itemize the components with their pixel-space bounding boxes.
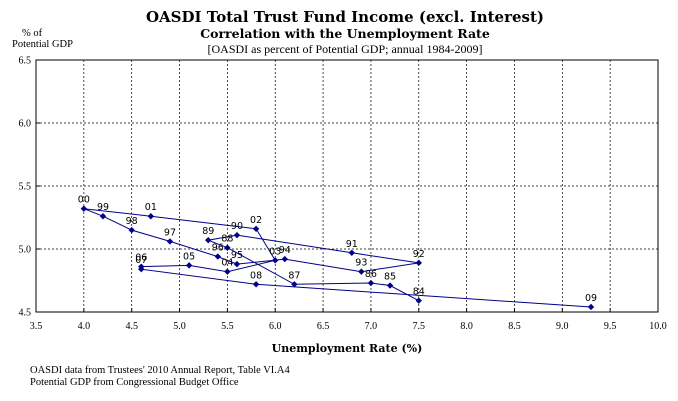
data-point-01 [147, 213, 155, 220]
point-label-07: 07 [135, 255, 147, 266]
point-label-84: 84 [413, 287, 425, 298]
x-tick-label: 3.5 [30, 321, 43, 332]
y-tick-label: 6.0 [19, 119, 32, 130]
x-axis-ticks: 3.5 4.0 4.5 5.0 5.5 6.0 6.5 7.0 7.5 8.0 8.5 9.0 9.5 1… [30, 308, 667, 332]
data-point-98 [128, 226, 135, 234]
y-axis-ticks: 4.5 5.0 5.5 6.0 6.5 [19, 56, 40, 319]
data-points [80, 205, 595, 311]
data-point-93 [358, 268, 365, 275]
x-tick-label: 7.0 [365, 321, 378, 332]
point-label-04: 04 [221, 258, 233, 269]
series-line [83, 208, 592, 308]
data-point-90 [233, 231, 241, 239]
data-point-09 [587, 303, 595, 311]
data-point-88 [224, 244, 231, 251]
x-tick-label: 4.5 [125, 321, 138, 332]
data-point-87 [291, 281, 298, 288]
point-label-93: 93 [355, 258, 367, 269]
point-label-06: 06 [135, 253, 147, 264]
data-point-97 [166, 238, 174, 245]
data-point-03 [272, 257, 279, 264]
data-point-91 [348, 249, 355, 256]
y-tick-label: 5.5 [19, 182, 32, 193]
point-label-88: 88 [221, 234, 233, 245]
x-tick-label: 5.5 [221, 321, 234, 332]
chart-subtitle: Correlation with the Unemployment Rate [200, 26, 490, 41]
y-tick-label: 6.5 [19, 56, 32, 67]
point-label-09: 09 [585, 293, 597, 304]
point-labels: 84 85 86 87 88 89 90 91 92 93 94 95 96 97 98 99 00 01 02 03… [78, 195, 597, 304]
point-label-86: 86 [365, 269, 377, 280]
point-label-08: 08 [250, 270, 262, 281]
point-label-90: 90 [231, 221, 243, 232]
point-label-98: 98 [126, 216, 138, 227]
data-point-86 [367, 279, 375, 287]
point-label-91: 91 [346, 239, 358, 250]
point-label-92: 92 [413, 249, 425, 260]
point-label-89: 89 [202, 226, 214, 237]
data-point-05 [185, 262, 193, 269]
x-tick-label: 5.0 [173, 321, 186, 332]
data-point-02 [252, 225, 260, 233]
gridlines [36, 60, 658, 312]
x-tick-label: 6.5 [317, 321, 330, 332]
data-point-00 [80, 205, 88, 212]
chart-title: OASDI Total Trust Fund Income (excl. Int… [146, 8, 544, 26]
data-point-94 [281, 255, 288, 263]
data-point-96 [214, 253, 222, 260]
data-point-92 [415, 259, 422, 267]
y-axis-label-line1: % of [22, 28, 43, 39]
point-label-94: 94 [279, 245, 291, 256]
x-tick-label: 9.5 [604, 321, 617, 332]
source-note-line2: Potential GDP from Congressional Budget … [30, 377, 239, 388]
point-label-05: 05 [183, 251, 195, 262]
point-label-96: 96 [212, 243, 224, 254]
point-label-99: 99 [97, 202, 109, 213]
data-point-95 [233, 260, 241, 268]
y-tick-label: 4.5 [19, 308, 32, 319]
y-tick-label: 5.0 [19, 245, 32, 256]
source-note-line1: OASDI data from Trustees' 2010 Annual Re… [30, 365, 290, 376]
x-tick-label: 8.0 [460, 321, 473, 332]
data-point-07 [138, 265, 145, 273]
x-axis-label: Unemployment Rate (%) [272, 342, 423, 355]
x-tick-label: 10.0 [649, 321, 667, 332]
point-label-00: 00 [78, 195, 90, 206]
x-tick-label: 6.0 [269, 321, 282, 332]
chart-note: [OASDI as percent of Potential GDP; annu… [208, 42, 483, 56]
point-label-02: 02 [250, 215, 262, 226]
x-tick-label: 4.0 [78, 321, 91, 332]
x-tick-label: 7.5 [413, 321, 426, 332]
point-label-03: 03 [269, 246, 281, 257]
data-point-08 [252, 281, 260, 288]
point-label-97: 97 [164, 227, 176, 238]
x-tick-label: 8.5 [508, 321, 521, 332]
point-label-01: 01 [145, 202, 157, 213]
point-label-95: 95 [231, 250, 243, 261]
x-tick-label: 9.0 [556, 321, 569, 332]
point-label-85: 85 [384, 272, 396, 283]
point-label-87: 87 [288, 270, 300, 281]
data-point-04 [224, 268, 231, 275]
data-point-84 [415, 297, 422, 304]
data-point-99 [99, 213, 107, 220]
y-axis-label-line2: Potential GDP [12, 39, 73, 50]
data-point-89 [205, 236, 212, 244]
data-point-85 [386, 282, 394, 289]
